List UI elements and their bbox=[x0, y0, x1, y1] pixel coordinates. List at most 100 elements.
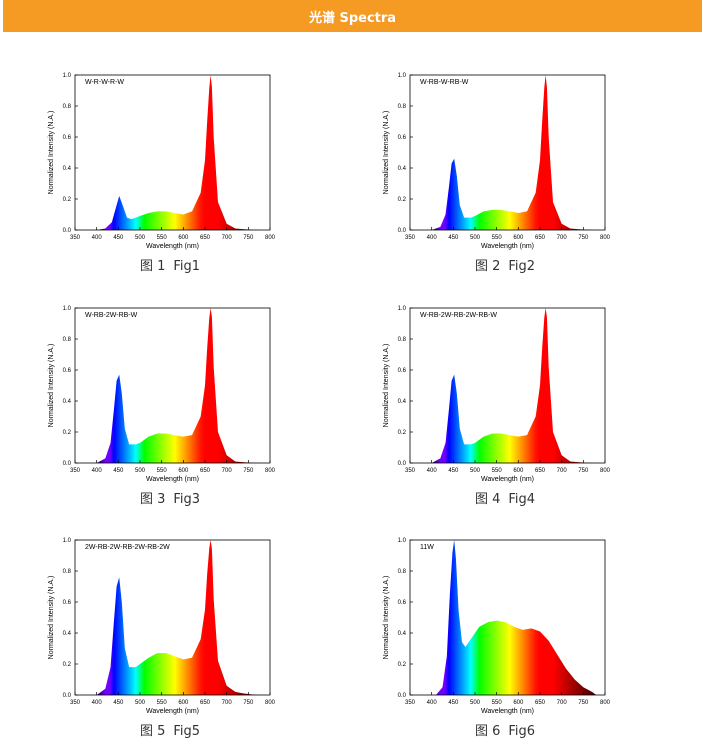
caption-cn: 图 6 bbox=[474, 724, 501, 739]
x-tick-label: 550 bbox=[492, 700, 503, 706]
y-tick-label: 0.6 bbox=[63, 135, 72, 141]
y-tick-label: 0.4 bbox=[63, 166, 72, 172]
x-tick-label: 550 bbox=[492, 468, 503, 474]
plot-frame bbox=[409, 74, 606, 231]
x-tick-label: 800 bbox=[265, 235, 276, 241]
page-banner: 光谱 Spectra bbox=[3, 0, 702, 32]
series-label: W-R-W-R-W bbox=[85, 79, 124, 86]
series-label: 11W bbox=[420, 544, 434, 551]
x-tick-label: 700 bbox=[222, 235, 233, 241]
y-tick-label: 0.6 bbox=[398, 600, 407, 606]
x-tick-label: 550 bbox=[157, 468, 168, 474]
x-tick-label: 800 bbox=[600, 235, 611, 241]
y-tick-label: 0.2 bbox=[398, 197, 407, 203]
caption-cn: 图 2 bbox=[474, 259, 501, 274]
spectrum-area bbox=[431, 75, 597, 230]
y-tick-label: 0.8 bbox=[398, 337, 407, 343]
x-axis-label: Wavelength (nm) bbox=[481, 476, 534, 483]
y-tick-label: 1.0 bbox=[63, 538, 72, 544]
y-tick-label: 0.2 bbox=[398, 430, 407, 436]
x-axis-label: Wavelength (nm) bbox=[146, 708, 199, 715]
plot-frame bbox=[74, 307, 271, 464]
x-tick-label: 750 bbox=[578, 468, 589, 474]
y-tick-label: 0.6 bbox=[63, 368, 72, 374]
x-tick-label: 400 bbox=[427, 700, 438, 706]
series-label: 2W-RB-2W-RB-2W-RB-2W bbox=[85, 544, 170, 551]
caption-en: Fig2 bbox=[508, 259, 536, 274]
x-tick-label: 700 bbox=[557, 235, 568, 241]
y-tick-label: 0.0 bbox=[398, 228, 407, 234]
x-tick-label: 650 bbox=[535, 235, 546, 241]
x-tick-label: 500 bbox=[470, 235, 481, 241]
spectrum-area bbox=[96, 540, 262, 695]
y-axis-label: Normalized Intensity (N.A.) bbox=[383, 344, 390, 428]
spectrum-area bbox=[96, 75, 262, 230]
x-tick-label: 500 bbox=[470, 700, 481, 706]
spectrum-plot-svg: 350 400 450 500 550 600 650 700 750 800 0.0 0.2 0.4 0… bbox=[383, 306, 611, 483]
x-tick-label: 800 bbox=[600, 700, 611, 706]
y-tick-label: 0.4 bbox=[63, 631, 72, 637]
figure-caption: 图 1 Fig1 bbox=[50, 255, 290, 274]
y-tick-label: 0.0 bbox=[63, 228, 72, 234]
x-tick-label: 700 bbox=[557, 700, 568, 706]
y-tick-label: 0.0 bbox=[63, 693, 72, 699]
y-tick-label: 1.0 bbox=[398, 306, 407, 312]
x-tick-label: 550 bbox=[157, 235, 168, 241]
x-tick-label: 650 bbox=[535, 700, 546, 706]
caption-cn: 图 4 bbox=[474, 492, 501, 507]
x-axis-label: Wavelength (nm) bbox=[481, 243, 534, 250]
y-tick-label: 0.8 bbox=[63, 337, 72, 343]
figure-caption: 图 5 Fig5 bbox=[50, 720, 290, 739]
x-tick-label: 600 bbox=[513, 235, 524, 241]
x-tick-label: 400 bbox=[92, 700, 103, 706]
plot-frame bbox=[409, 539, 606, 696]
caption-en: Fig1 bbox=[173, 259, 201, 274]
x-tick-label: 500 bbox=[470, 468, 481, 474]
y-tick-label: 0.8 bbox=[398, 104, 407, 110]
y-tick-label: 0.0 bbox=[63, 461, 72, 467]
plot-frame bbox=[74, 539, 271, 696]
x-tick-label: 650 bbox=[200, 468, 211, 474]
y-tick-label: 0.4 bbox=[398, 399, 407, 405]
x-tick-label: 600 bbox=[178, 468, 189, 474]
y-axis-label: Normalized Intensity (N.A.) bbox=[48, 576, 55, 660]
x-tick-label: 600 bbox=[178, 700, 189, 706]
x-axis-label: Wavelength (nm) bbox=[481, 708, 534, 715]
caption-en: Fig3 bbox=[173, 492, 201, 507]
spectrum-chart-4: 350 400 450 500 550 600 650 700 750 800 0.0 0.2 0.4 0… bbox=[335, 303, 611, 493]
x-tick-label: 350 bbox=[70, 468, 81, 474]
series-label: W-RB-2W-RB-W bbox=[85, 312, 138, 319]
x-tick-label: 750 bbox=[243, 700, 254, 706]
spectrum-chart-3: 350 400 450 500 550 600 650 700 750 800 0.0 0.2 0.4 0… bbox=[0, 303, 276, 493]
x-tick-label: 350 bbox=[70, 700, 81, 706]
series-label: W-RB-2W-RB-2W-RB-W bbox=[420, 312, 497, 319]
y-tick-label: 0.4 bbox=[63, 399, 72, 405]
caption-en: Fig5 bbox=[173, 724, 201, 739]
spectrum-chart-2: 350 400 450 500 550 600 650 700 750 800 0.0 0.2 0.4 0… bbox=[335, 70, 611, 260]
x-tick-label: 800 bbox=[265, 700, 276, 706]
x-axis-label: Wavelength (nm) bbox=[146, 243, 199, 250]
plot-frame bbox=[74, 74, 271, 231]
x-tick-label: 450 bbox=[113, 235, 124, 241]
x-tick-label: 450 bbox=[113, 468, 124, 474]
y-tick-label: 0.0 bbox=[398, 693, 407, 699]
x-tick-label: 450 bbox=[113, 700, 124, 706]
caption-cn: 图 5 bbox=[139, 724, 166, 739]
x-tick-label: 750 bbox=[578, 700, 589, 706]
x-tick-label: 350 bbox=[405, 700, 416, 706]
y-tick-label: 1.0 bbox=[63, 306, 72, 312]
x-tick-label: 650 bbox=[535, 468, 546, 474]
spectrum-plot-svg: 350 400 450 500 550 600 650 700 750 800 0.0 0.2 0.4 0… bbox=[383, 73, 611, 250]
caption-en: Fig4 bbox=[508, 492, 536, 507]
x-tick-label: 800 bbox=[600, 468, 611, 474]
spectrum-chart-5: 350 400 450 500 550 600 650 700 750 800 0.0 0.2 0.4 0… bbox=[0, 535, 276, 725]
y-tick-label: 1.0 bbox=[63, 73, 72, 79]
figure-caption: 图 4 Fig4 bbox=[385, 488, 625, 507]
spectrum-plot-svg: 350 400 450 500 550 600 650 700 750 800 0.0 0.2 0.4 0… bbox=[383, 538, 611, 715]
x-tick-label: 600 bbox=[513, 468, 524, 474]
y-tick-label: 0.2 bbox=[63, 662, 72, 668]
x-tick-label: 600 bbox=[178, 235, 189, 241]
spectrum-chart-1: 350 400 450 500 550 600 650 700 750 800 0.0 0.2 0.4 0… bbox=[0, 70, 276, 260]
y-tick-label: 0.8 bbox=[398, 569, 407, 575]
y-tick-label: 1.0 bbox=[398, 538, 407, 544]
